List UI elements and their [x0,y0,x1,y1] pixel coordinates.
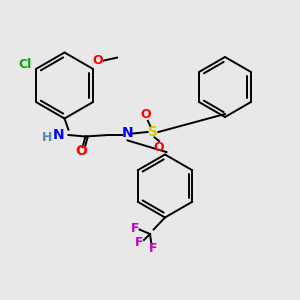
Text: F: F [149,242,157,256]
Text: F: F [135,236,144,250]
Text: Cl: Cl [19,58,32,71]
Text: O: O [75,145,87,158]
Text: O: O [92,54,103,67]
Text: O: O [140,108,151,122]
Text: F: F [131,221,139,235]
Text: H: H [42,131,52,145]
Text: N: N [122,126,133,140]
Text: O: O [154,141,164,154]
Text: N: N [53,128,64,142]
Text: S: S [148,125,158,139]
